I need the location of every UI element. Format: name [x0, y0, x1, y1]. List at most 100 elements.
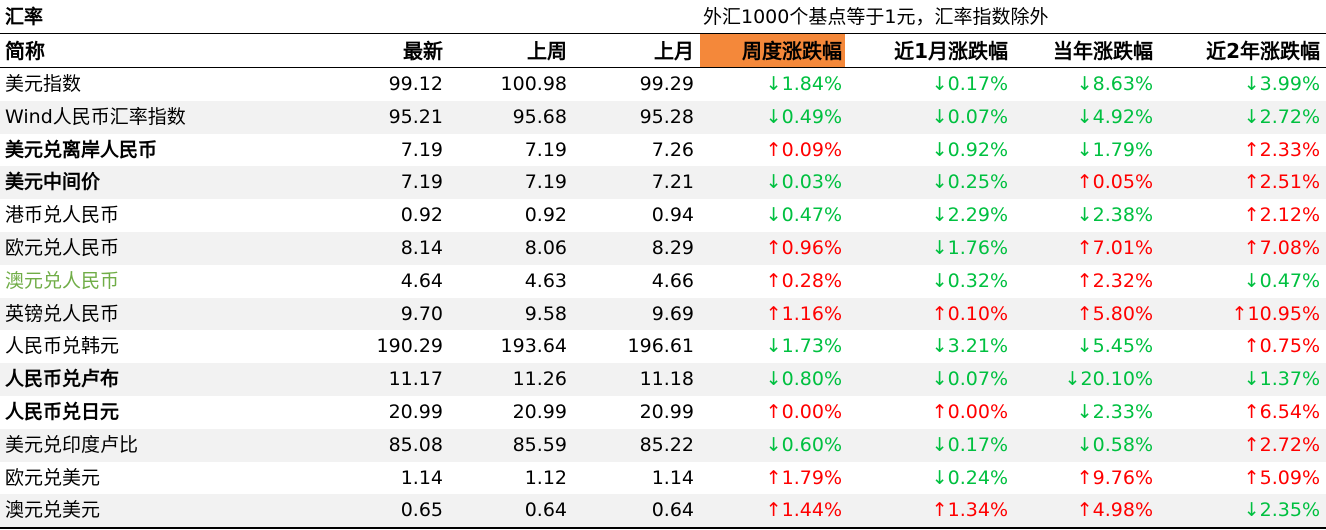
change-cell: ↑0.00%: [931, 401, 1008, 423]
value-cell: 1.14: [400, 466, 443, 489]
column-header: 最新: [403, 39, 443, 63]
value-cell: 100.98: [500, 73, 567, 95]
row-name: 澳元兑美元: [5, 499, 101, 522]
column-header: 近1月涨跌幅: [894, 39, 1008, 63]
value-cell: 190.29: [376, 335, 443, 358]
change-cell: ↓0.24%: [931, 466, 1008, 489]
change-cell: ↑0.10%: [931, 302, 1008, 325]
value-cell: 1.14: [651, 466, 694, 489]
row-name: Wind人民币汇率指数: [5, 105, 186, 128]
value-cell: 9.69: [651, 302, 694, 325]
change-cell: ↑1.16%: [765, 302, 842, 325]
change-cell: ↑0.96%: [765, 237, 842, 259]
change-cell: ↑2.32%: [1076, 269, 1153, 292]
value-cell: 95.68: [512, 105, 567, 128]
change-cell: ↓2.72%: [1243, 105, 1320, 128]
value-cell: 8.14: [400, 237, 443, 259]
change-cell: ↓0.60%: [765, 433, 842, 456]
row-name: 英镑兑人民币: [5, 302, 120, 325]
change-cell: ↓1.37%: [1243, 368, 1320, 391]
value-cell: 196.61: [627, 335, 694, 358]
divider: [0, 527, 1326, 529]
row-name: 港币兑人民币: [5, 204, 120, 227]
value-cell: 9.58: [524, 302, 567, 325]
change-cell: ↑9.76%: [1076, 466, 1153, 489]
value-cell: 4.63: [524, 269, 567, 292]
table-note: 外汇1000个基点等于1元，汇率指数除外: [703, 6, 1049, 28]
change-cell: ↓2.29%: [931, 204, 1008, 227]
change-cell: ↓1.73%: [765, 335, 842, 358]
row-background: [0, 100, 1326, 134]
column-header: 周度涨跌幅: [700, 34, 845, 68]
change-cell: ↓0.03%: [765, 171, 842, 194]
row-name: 欧元兑美元: [5, 466, 101, 489]
change-cell: ↑1.34%: [931, 499, 1008, 522]
value-cell: 85.08: [388, 433, 443, 456]
change-cell: ↓8.63%: [1076, 73, 1153, 95]
change-cell: ↓4.92%: [1076, 105, 1153, 128]
column-header: 上月: [654, 39, 694, 63]
change-cell: ↑7.08%: [1243, 237, 1320, 259]
value-cell: 0.64: [651, 499, 694, 522]
change-cell: ↑6.54%: [1243, 401, 1320, 423]
change-cell: ↓2.38%: [1076, 204, 1153, 227]
change-cell: ↓1.84%: [765, 73, 842, 95]
change-cell: ↓0.58%: [1076, 433, 1153, 456]
change-cell: ↑0.00%: [765, 401, 842, 423]
value-cell: 9.70: [400, 302, 443, 325]
value-cell: 95.28: [639, 105, 694, 128]
column-header: 近2年涨跌幅: [1206, 39, 1320, 63]
change-cell: ↓1.76%: [931, 237, 1008, 259]
value-cell: 0.65: [400, 499, 443, 522]
value-cell: 7.19: [400, 138, 443, 161]
change-cell: ↓3.21%: [931, 335, 1008, 358]
value-cell: 11.17: [388, 368, 443, 391]
row-background: [0, 494, 1326, 528]
column-header: 当年涨跌幅: [1053, 39, 1153, 63]
row-name: 美元指数: [5, 73, 82, 95]
value-cell: 0.94: [651, 204, 694, 227]
change-cell: ↓0.32%: [931, 269, 1008, 292]
change-cell: ↓0.07%: [931, 105, 1008, 128]
value-cell: 99.12: [388, 73, 443, 95]
change-cell: ↓0.17%: [931, 73, 1008, 95]
value-cell: 4.64: [400, 269, 443, 292]
change-cell: ↓0.47%: [1243, 269, 1320, 292]
value-cell: 7.19: [524, 138, 567, 161]
row-background: [0, 297, 1326, 331]
value-cell: 20.99: [639, 401, 694, 423]
value-cell: 99.29: [639, 73, 694, 95]
change-cell: ↓0.25%: [931, 171, 1008, 194]
row-background: [0, 166, 1326, 200]
change-cell: ↑2.51%: [1243, 171, 1320, 194]
divider: [0, 33, 1326, 34]
row-name: 美元兑离岸人民币: [5, 138, 158, 161]
value-cell: 20.99: [512, 401, 567, 423]
table-title: 汇率: [5, 6, 44, 28]
divider: [0, 67, 1326, 68]
row-name: 美元中间价: [5, 171, 101, 194]
change-cell: ↑2.12%: [1243, 204, 1320, 227]
change-cell: ↓2.33%: [1076, 401, 1153, 423]
value-cell: 4.66: [651, 269, 694, 292]
row-background: [0, 232, 1326, 265]
change-cell: ↑2.72%: [1243, 433, 1320, 456]
value-cell: 7.19: [524, 171, 567, 194]
change-cell: ↑10.95%: [1231, 302, 1320, 325]
value-cell: 7.26: [651, 138, 694, 161]
row-name: 美元兑印度卢比: [5, 433, 139, 456]
change-cell: ↓0.80%: [765, 368, 842, 391]
row-background: [0, 428, 1326, 462]
change-cell: ↑1.79%: [765, 466, 842, 489]
value-cell: 1.12: [524, 466, 567, 489]
row-name: 欧元兑人民币: [5, 237, 120, 259]
change-cell: ↓1.79%: [1076, 138, 1153, 161]
change-cell: ↓0.17%: [931, 433, 1008, 456]
value-cell: 8.29: [651, 237, 694, 259]
value-cell: 11.18: [639, 368, 694, 391]
change-cell: ↑2.33%: [1243, 138, 1320, 161]
value-cell: 20.99: [388, 401, 443, 423]
value-cell: 11.26: [512, 368, 567, 391]
change-cell: ↑0.28%: [765, 269, 842, 292]
